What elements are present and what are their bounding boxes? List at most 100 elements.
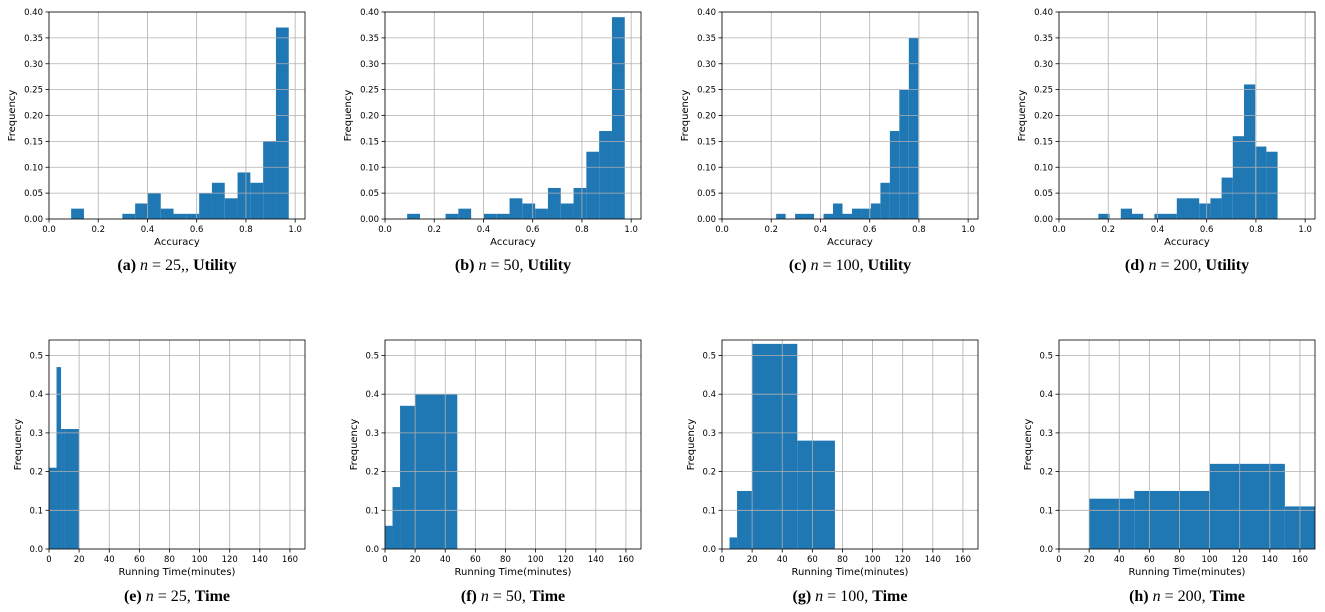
- y-tick-label: 0.20: [360, 112, 379, 122]
- panel-caption: (c) n = 100, Utility: [682, 257, 1018, 275]
- x-tick-label: 40: [440, 555, 451, 565]
- x-tick-label: 0.8: [239, 225, 253, 235]
- panel-caption-value: = 25,: [153, 588, 195, 605]
- histogram-panel-6: 0 20 40 60 80 100 120 140 160 0.0 0.1 0.2 0.3 0.4 0.5 R…: [349, 339, 642, 578]
- histogram-bar: [135, 203, 148, 219]
- histogram-bar: [64, 429, 80, 549]
- x-tick-label: 80: [500, 555, 511, 565]
- x-tick-label: 20: [747, 555, 758, 565]
- x-tick-label: 0.4: [477, 225, 491, 235]
- y-tick-label: 0.2: [365, 468, 379, 478]
- panel-caption-metric: Time: [1209, 588, 1245, 605]
- histogram-panel-2: 0.0 0.2 0.4 0.6 0.8 1.0 0.00 0.05 0.10 0.15 0.20 0.…: [343, 8, 642, 248]
- histogram-bar: [400, 405, 416, 549]
- bars: [1098, 84, 1278, 219]
- panel-caption: (g) n = 100, Time: [682, 588, 1018, 606]
- histogram-bar: [776, 213, 786, 219]
- x-tick-label: 1.0: [961, 225, 975, 235]
- plot-frame: [48, 339, 306, 550]
- y-tick-label: 0.2: [1039, 468, 1053, 478]
- y-tick-label: 0.3: [702, 429, 716, 439]
- histogram-bar: [1266, 151, 1278, 219]
- x-tick-label: 0.6: [526, 225, 540, 235]
- x-tick-label: 20: [1084, 555, 1095, 565]
- y-tick-label: 0.15: [360, 137, 379, 147]
- bars: [49, 367, 80, 549]
- panel-caption: (f) n = 50, Time: [345, 588, 681, 606]
- histogram-bar: [522, 203, 536, 219]
- histogram-bar: [1131, 213, 1144, 219]
- x-tick-label: 0.8: [912, 225, 926, 235]
- y-axis-label: Frequency: [1023, 419, 1034, 471]
- histogram-bar: [407, 213, 420, 219]
- histogram-bar: [1187, 198, 1200, 219]
- panel-caption-variable: n: [140, 257, 149, 274]
- panel-caption-value: = 25,,: [148, 257, 194, 274]
- panel-caption-metric: Time: [194, 588, 231, 605]
- histogram-bar: [1089, 498, 1135, 549]
- x-tick-label: 1.0: [624, 225, 638, 235]
- histogram-bar: [160, 208, 174, 219]
- plot-frame: [721, 339, 979, 550]
- x-tick-label: 0: [46, 555, 51, 565]
- panel-caption-letter: (g): [792, 588, 816, 605]
- x-tick-label: 0.0: [42, 225, 56, 235]
- y-axis-label: Frequency: [349, 419, 360, 471]
- y-tick-label: 0.1: [1039, 506, 1053, 516]
- histogram-bar: [535, 208, 548, 219]
- y-tick-label: 0.1: [29, 506, 43, 516]
- histogram-bar: [870, 203, 881, 219]
- y-tick-label: 0.05: [697, 189, 716, 199]
- y-tick-label: 0.40: [697, 8, 716, 18]
- x-tick-label: 0.8: [1249, 225, 1263, 235]
- y-tick-label: 0.15: [1034, 137, 1053, 147]
- y-tick-label: 0.30: [360, 60, 379, 70]
- panel-caption-value: = 100,: [818, 257, 868, 274]
- histogram-bar: [1209, 463, 1285, 549]
- grid: [48, 340, 305, 550]
- histogram-bar: [1120, 208, 1132, 219]
- x-tick-label: 0: [719, 555, 724, 565]
- y-tick-label: 0.30: [24, 60, 43, 70]
- y-tick-label: 0.10: [24, 163, 43, 173]
- histogram-bar: [1221, 177, 1233, 219]
- y-tick-label: 0.10: [360, 163, 379, 173]
- histogram-bar: [263, 141, 276, 219]
- histogram-bar: [804, 213, 815, 219]
- y-tick-label: 0.1: [702, 506, 716, 516]
- panel-caption-variable: n: [1152, 588, 1161, 605]
- y-tick-label: 0.40: [1034, 8, 1053, 18]
- x-axis-label: Running Time(minutes): [455, 567, 572, 578]
- y-tick-label: 0.2: [702, 468, 716, 478]
- histogram-bar: [56, 367, 62, 549]
- bars: [71, 27, 289, 220]
- histogram-bar: [889, 131, 900, 219]
- x-axis-label: Accuracy: [490, 237, 536, 248]
- y-tick-label: 0.0: [702, 545, 716, 555]
- panel-caption-letter: (f): [460, 588, 481, 605]
- histogram-panel-4: 0.0 0.2 0.4 0.6 0.8 1.0 0.00 0.05 0.10 0.15 0.20 0.…: [1017, 8, 1316, 248]
- y-tick-label: 0.4: [29, 390, 43, 400]
- histogram-bar: [823, 213, 834, 219]
- histogram-bar: [611, 17, 625, 219]
- histogram-panel-5: 0 20 40 60 80 100 120 140 160 0.0 0.1 0.2 0.3 0.4 0.5 R…: [13, 339, 306, 578]
- panel-caption-letter: (h): [1129, 588, 1153, 605]
- y-tick-label: 0.15: [24, 137, 43, 147]
- panel-caption-variable: n: [1148, 257, 1157, 274]
- x-tick-label: 120: [558, 555, 574, 565]
- x-tick-label: 40: [104, 555, 115, 565]
- bars: [1089, 463, 1315, 549]
- histogram-bar: [1165, 213, 1177, 219]
- panel-caption-metric: Utility: [193, 257, 237, 274]
- x-tick-label: 140: [925, 555, 941, 565]
- x-tick-label: 60: [807, 555, 818, 565]
- y-tick-label: 0.5: [1039, 351, 1053, 361]
- y-tick-label: 0.10: [1034, 163, 1053, 173]
- x-tick-label: 0: [1056, 555, 1061, 565]
- histogram-bar: [71, 208, 84, 219]
- panel-caption-metric: Utility: [1205, 257, 1250, 274]
- x-tick-label: 1.0: [288, 225, 302, 235]
- x-tick-label: 0.0: [378, 225, 392, 235]
- panel-caption-variable: n: [810, 257, 819, 274]
- panel-caption-metric: Utility: [527, 257, 572, 274]
